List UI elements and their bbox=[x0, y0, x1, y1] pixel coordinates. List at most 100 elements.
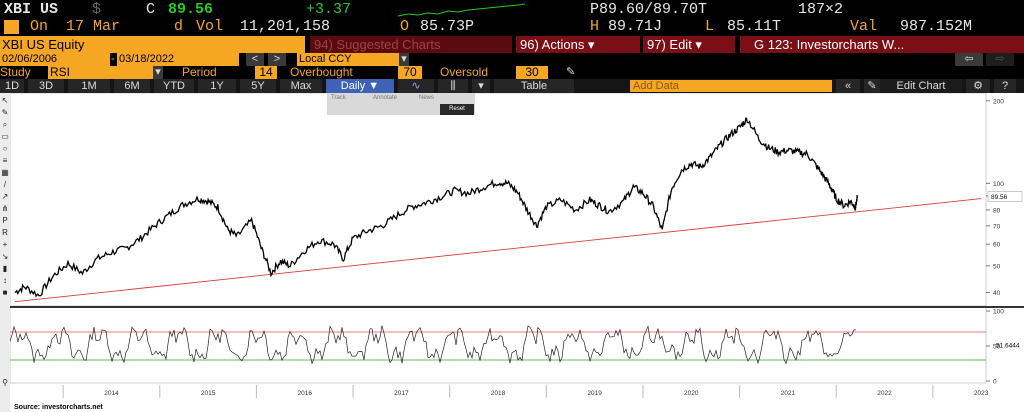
start-date-field[interactable]: 02/06/2006 bbox=[0, 53, 110, 66]
line-icon[interactable]: / bbox=[3, 180, 7, 189]
period-5y[interactable]: 5Y bbox=[240, 79, 276, 93]
period-1m[interactable]: 1M bbox=[68, 79, 110, 93]
price-last-box bbox=[987, 191, 1023, 202]
study-select[interactable]: RSI bbox=[48, 66, 153, 79]
currency-symbol: $ bbox=[92, 1, 102, 18]
ray-icon[interactable]: ↗ bbox=[1, 192, 9, 201]
alert-icon[interactable] bbox=[4, 20, 19, 34]
next-range-button[interactable]: > bbox=[268, 53, 286, 66]
last-price: 89.56 bbox=[168, 1, 214, 18]
settings-icon[interactable]: ⚙ bbox=[966, 79, 990, 93]
pen-icon[interactable]: ✎ bbox=[1, 108, 9, 117]
price-tick-label: 80 bbox=[993, 207, 1001, 214]
collapse-icon[interactable]: « bbox=[836, 79, 860, 93]
low-price: 85.11T bbox=[727, 18, 782, 35]
open-label: O bbox=[400, 18, 410, 35]
price-tick-label: 50 bbox=[993, 263, 1001, 270]
high-price: 89.71J bbox=[608, 18, 663, 35]
date-range-bar: 02/06/2006 - 03/18/2022 < > Local CCY ▾ … bbox=[0, 53, 1024, 66]
add-data-field[interactable]: Add Data bbox=[630, 80, 832, 92]
period-label: Period bbox=[182, 65, 217, 79]
x-tick-label: 2022 bbox=[877, 390, 892, 397]
chart-title-tab[interactable]: G 123: Investorcharts W... bbox=[740, 36, 1024, 53]
reset-button[interactable]: Reset bbox=[440, 104, 474, 115]
bid-ask: P89.60/89.70T bbox=[590, 1, 708, 18]
square-icon[interactable]: ■ bbox=[2, 288, 8, 297]
text-p-icon[interactable]: P bbox=[2, 216, 8, 225]
edit-chart-button[interactable]: Edit Chart bbox=[880, 79, 962, 93]
fib-icon[interactable]: ≡ bbox=[2, 156, 8, 165]
period-input[interactable]: 14 bbox=[255, 66, 277, 79]
period-1y[interactable]: 1Y bbox=[198, 79, 236, 93]
oversold-input[interactable]: 30 bbox=[516, 66, 548, 79]
x-tick-label: 2015 bbox=[201, 390, 216, 397]
x-tick-label: 2018 bbox=[491, 390, 506, 397]
eraser-icon[interactable]: ▭ bbox=[1, 132, 9, 141]
currency-dropdown-icon[interactable]: ▾ bbox=[399, 53, 409, 66]
suggested-charts-button[interactable]: 94) Suggested Charts bbox=[310, 36, 512, 53]
price-line bbox=[14, 117, 859, 298]
on-label: On bbox=[30, 18, 49, 35]
rsi-tick-label: 50 bbox=[993, 344, 1001, 351]
ticker: XBI US bbox=[4, 1, 59, 18]
track-option[interactable]: Track bbox=[331, 95, 346, 101]
source-label: Source: investorcharts.net bbox=[14, 404, 103, 411]
x-tick-label: 2021 bbox=[781, 390, 796, 397]
end-date-field[interactable]: 03/18/2022 bbox=[117, 53, 239, 66]
study-label: Study bbox=[0, 65, 31, 79]
price-tick-label: 60 bbox=[993, 242, 1001, 249]
rsi-tick-label: 100 bbox=[993, 309, 1004, 316]
pattern-icon[interactable]: ▦ bbox=[1, 168, 9, 177]
chart-type-dropdown-icon[interactable]: ▾ bbox=[472, 79, 490, 93]
annotate-option[interactable]: Annotate bbox=[373, 95, 398, 101]
period-ytd[interactable]: YTD bbox=[154, 79, 194, 93]
actions-menu[interactable]: 96) Actions ▾ bbox=[516, 36, 640, 53]
arrow-icon[interactable]: ↘ bbox=[1, 252, 9, 261]
edit-pencil-icon[interactable]: ✎ bbox=[864, 79, 880, 93]
redo-arrow-icon[interactable]: ⇨ bbox=[986, 53, 1014, 66]
rsi-last-label: 51.6444 bbox=[996, 342, 1020, 349]
edit-menu[interactable]: 97) Edit ▾ bbox=[643, 36, 735, 53]
help-icon[interactable]: ? bbox=[994, 79, 1016, 93]
sparkline bbox=[398, 3, 526, 17]
bar-chart-icon[interactable]: ⫼ bbox=[438, 79, 468, 93]
cross-icon[interactable]: + bbox=[2, 240, 8, 249]
pointer-icon[interactable]: ↖ bbox=[1, 96, 9, 105]
price-tick-label: 200 bbox=[993, 98, 1004, 105]
trade-size: 187×2 bbox=[798, 1, 844, 18]
period-max[interactable]: Max bbox=[280, 79, 322, 93]
zoom-icon[interactable]: ⌕ bbox=[2, 120, 8, 129]
price-tick-label: 40 bbox=[993, 290, 1001, 297]
vol-label: Vol bbox=[196, 18, 224, 35]
study-dropdown-icon[interactable]: ▾ bbox=[153, 66, 163, 79]
period-1d[interactable]: 1D bbox=[0, 79, 24, 93]
text-r-icon[interactable]: R bbox=[2, 228, 8, 237]
news-option[interactable]: News bbox=[419, 95, 435, 101]
pencil-icon[interactable]: ✎ bbox=[566, 66, 576, 78]
x-tick-label: 2020 bbox=[684, 390, 699, 397]
security-field[interactable]: XBI US Equity bbox=[0, 36, 305, 53]
undo-arrow-icon[interactable]: ⇦ bbox=[955, 53, 983, 66]
line-chart-icon[interactable]: ∿ bbox=[398, 79, 434, 93]
high-label: H bbox=[590, 18, 600, 35]
overbought-input[interactable]: 70 bbox=[398, 66, 422, 79]
x-tick-label: 2016 bbox=[297, 390, 312, 397]
quote-strip: XBI US $ C 89.56 +3.37 P89.60/89.70T 187… bbox=[0, 0, 1024, 36]
x-tick-label: 2017 bbox=[394, 390, 409, 397]
period-3d[interactable]: 3D bbox=[28, 79, 64, 93]
table-button[interactable]: Table bbox=[494, 79, 574, 93]
oversold-label: Oversold bbox=[440, 65, 489, 79]
marker-icon[interactable]: ▮ bbox=[2, 264, 8, 273]
val-label: Val bbox=[850, 18, 878, 35]
circle-icon[interactable]: ○ bbox=[2, 144, 8, 153]
pitchfork-icon[interactable]: ⋔ bbox=[1, 204, 9, 213]
period-6m[interactable]: 6M bbox=[114, 79, 150, 93]
prev-range-button[interactable]: < bbox=[246, 53, 264, 66]
interval-select[interactable]: Daily ▼ bbox=[326, 79, 394, 93]
currency-select[interactable]: Local CCY bbox=[297, 53, 399, 66]
lock-icon[interactable]: ⚲ bbox=[2, 378, 8, 387]
measure-icon[interactable]: ↕ bbox=[3, 276, 7, 285]
security-toolbar: XBI US Equity 94) Suggested Charts 96) A… bbox=[0, 36, 1024, 53]
